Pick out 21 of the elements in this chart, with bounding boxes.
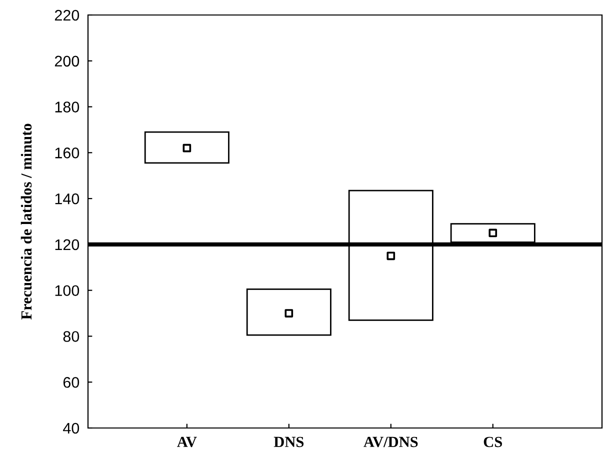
y-tick-label: 160 (55, 148, 80, 158)
bar (144, 131, 230, 164)
x-tick-label: AV/DNS (364, 436, 418, 448)
y-tick-label: 200 (54, 56, 80, 67)
y-tick-label: 180 (55, 102, 80, 112)
bar (246, 288, 332, 336)
point (284, 309, 294, 318)
y-tick-label: 120 (55, 239, 80, 250)
y-tick-label: 80 (63, 331, 80, 342)
y-tick-label: 40 (63, 422, 80, 434)
y-tick-label: 220 (54, 10, 80, 21)
x-tick-label: CS (484, 436, 502, 448)
point (386, 252, 396, 260)
x-tick-label: AV (177, 436, 197, 448)
y-tick-label: 100 (55, 285, 80, 296)
point (488, 228, 498, 238)
y-axis-title: Frecuencia de latidos / minuto (20, 124, 32, 320)
y-tick-label: 60 (63, 376, 80, 388)
point (182, 144, 192, 152)
y-tick-label: 140 (55, 193, 80, 204)
x-tick-label: DNS (274, 436, 304, 448)
